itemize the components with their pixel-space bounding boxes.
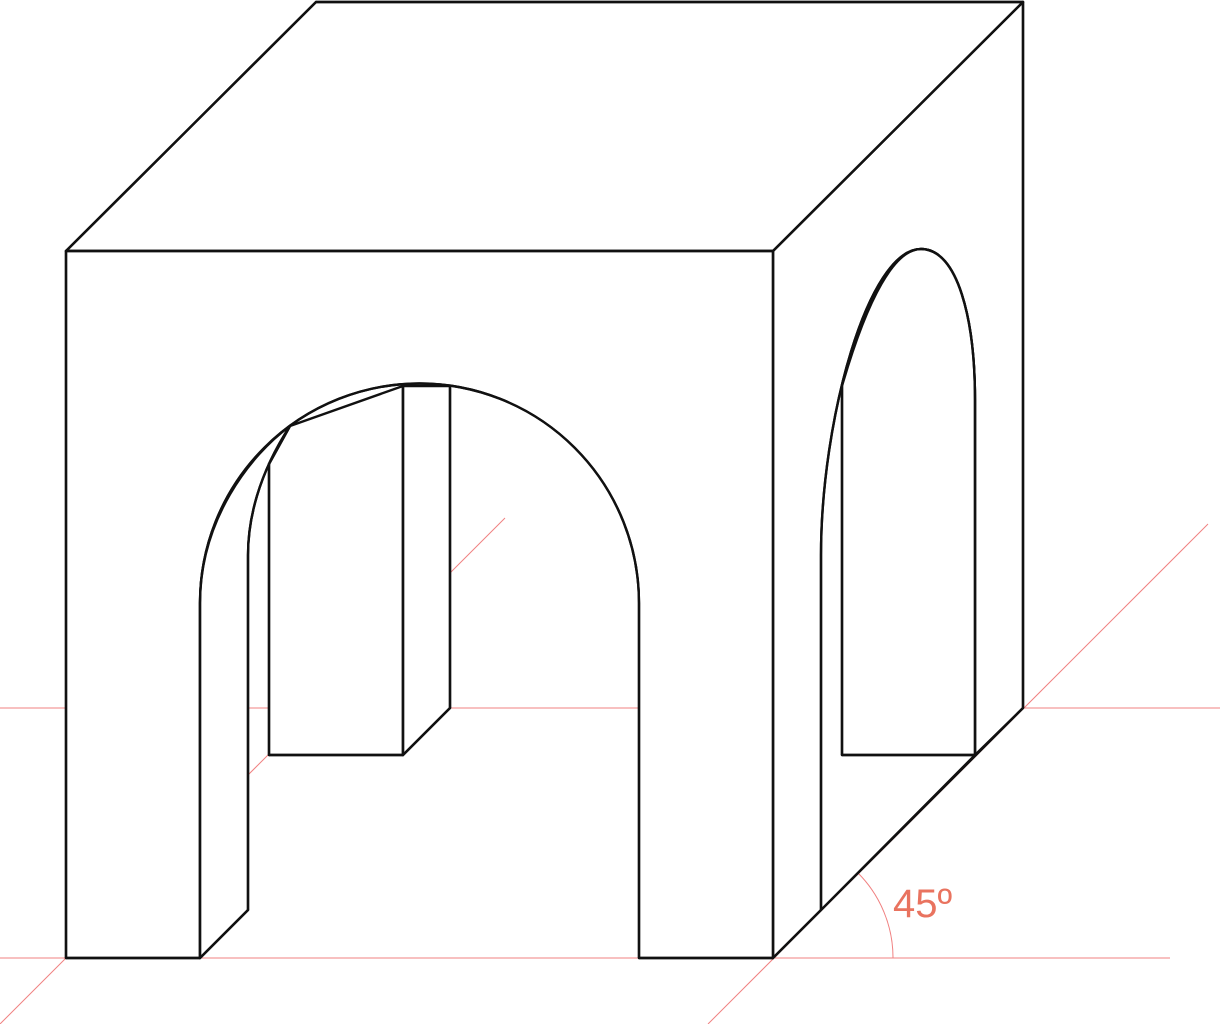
front-arch-curve: [198, 382, 641, 960]
left-pier-depth: [198, 908, 250, 960]
edge-side-bottom-diagonal: [973, 706, 1025, 757]
inner-pillar-side: [401, 384, 452, 757]
angle-arc: [857, 872, 894, 959]
edge-bottom-right-diagonal: [771, 908, 823, 960]
side-arch-interior: [840, 247, 977, 757]
pillar-bottom-diagonal: [401, 706, 452, 757]
angle-label: 45º: [893, 882, 952, 926]
edge-top-right: [771, 0, 1025, 253]
side-arch-outer: [819, 247, 977, 912]
receding-guide-left: [0, 957, 67, 1024]
cube-solid: [64, 0, 1025, 960]
back-arch-edge: [267, 424, 292, 466]
edge-top-left: [64, 0, 318, 253]
outline-edges: [64, 0, 1025, 960]
back-wall-panel: [267, 384, 405, 757]
